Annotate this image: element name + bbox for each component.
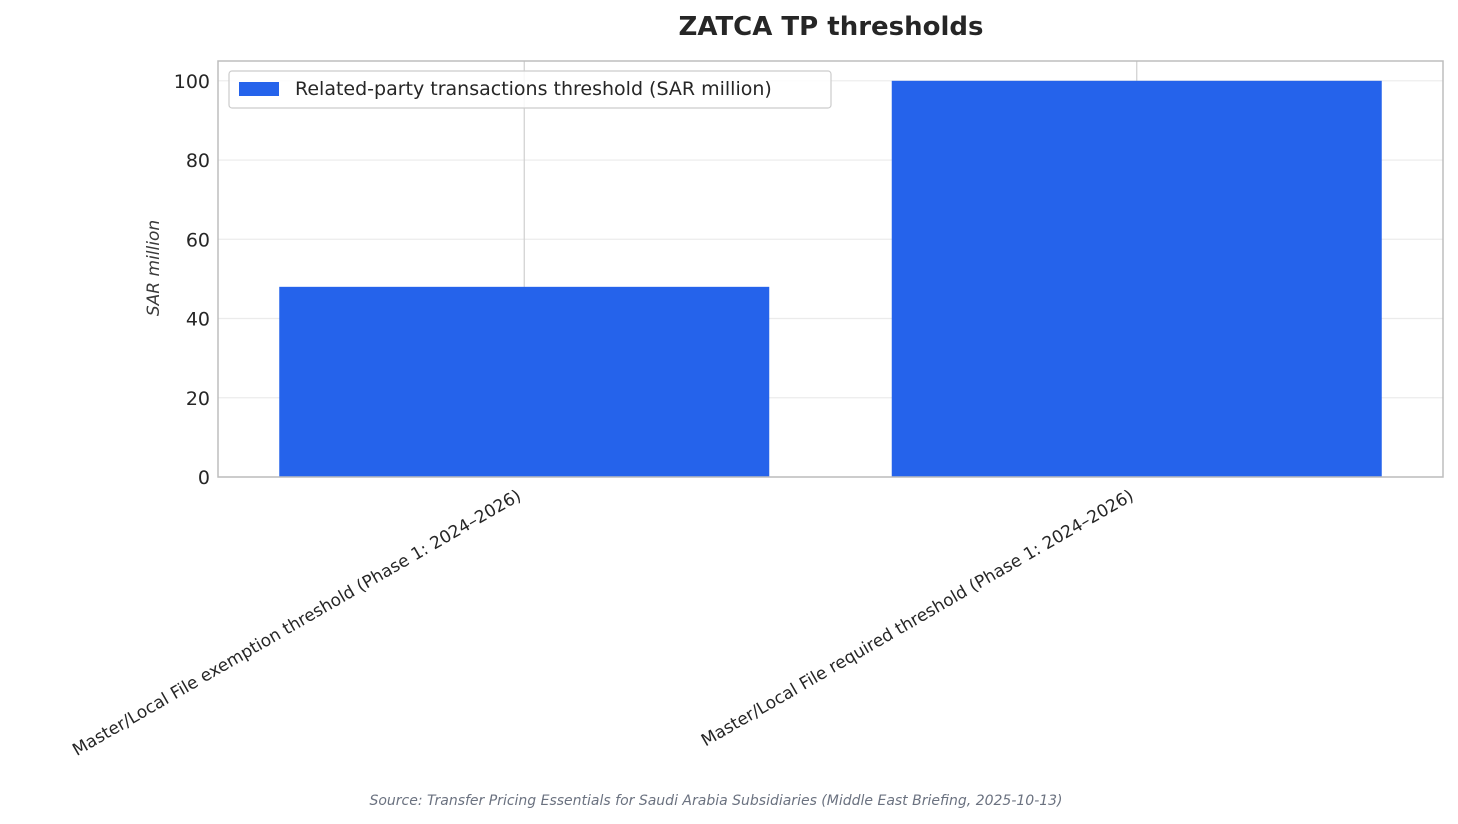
y-tick-label: 100 [174,71,210,93]
chart-title: ZATCA TP thresholds [678,12,983,42]
legend-swatch [239,82,279,96]
x-tick-label: Master/Local File required threshold (Ph… [698,486,1137,751]
y-tick-label: 60 [186,229,210,251]
source-note: Source: Transfer Pricing Essentials for … [369,793,1062,809]
bar [891,80,1382,478]
legend-box [228,70,832,109]
bar [279,286,770,477]
y-tick-label: 0 [198,467,210,489]
y-axis-label: SAR million [144,220,164,316]
plot-frame [217,60,1444,478]
legend: Related-party transactions threshold (SA… [228,70,832,109]
y-tick-label: 20 [186,388,210,410]
legend-label: Related-party transactions threshold (SA… [295,78,772,100]
x-axis-ticks: Master/Local File exemption threshold (P… [69,486,1137,761]
y-axis-ticks: 0 20 40 60 80 100 [174,71,210,489]
bars [279,80,1382,478]
y-tick-label: 40 [186,309,210,331]
y-tick-label: 80 [186,150,210,172]
x-tick-label: Master/Local File exemption threshold (P… [69,486,525,761]
